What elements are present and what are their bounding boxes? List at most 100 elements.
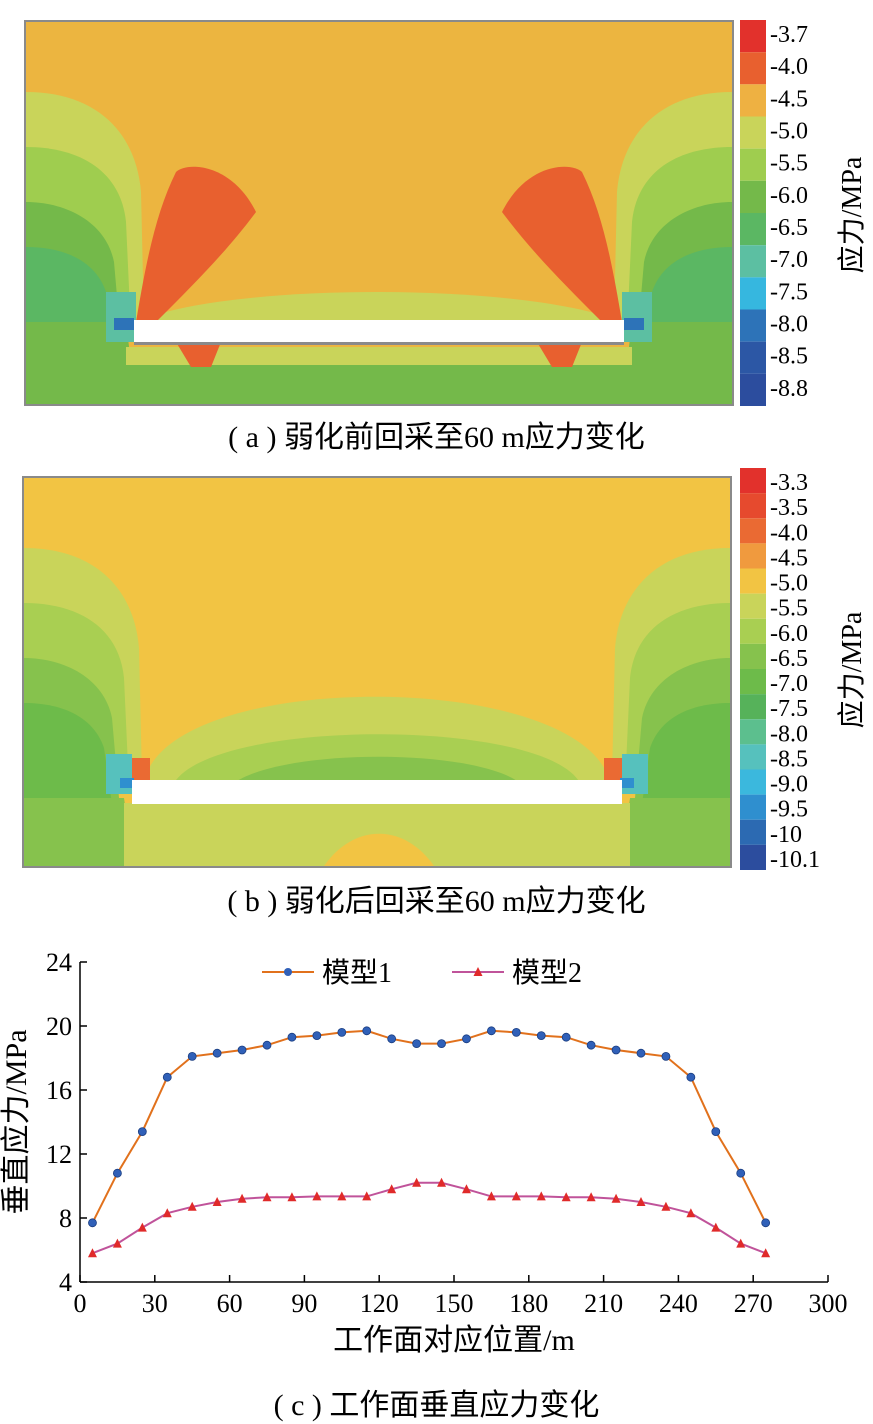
colorbar-b-swatch	[740, 643, 766, 669]
colorbar-b-label: -6.5	[770, 646, 808, 672]
stress-contour-b-map	[24, 478, 730, 866]
series-1-point	[761, 1218, 771, 1228]
series-2-point	[137, 1222, 147, 1232]
series-1-point	[437, 1039, 446, 1048]
series-1-point	[262, 1040, 272, 1050]
series-1-point	[337, 1028, 347, 1037]
colorbar-b-label: -5.5	[770, 596, 808, 622]
x-tick-label: 90	[291, 1289, 317, 1318]
y-tick-label: 12	[46, 1140, 72, 1169]
colorbar-a-swatch	[740, 277, 766, 310]
series-1-point	[362, 1026, 372, 1036]
series-1-point	[661, 1052, 671, 1061]
colorbar-a-label: -4.0	[770, 54, 808, 80]
colorbar-b-title: 应力/MPa	[837, 611, 868, 729]
x-tick-label: 300	[809, 1289, 848, 1318]
colorbar-a: -3.7 -4.0 -4.5 -5.0 -5.5 -6.0 -6.5 -7.0 -7.5 -8.0…	[738, 20, 873, 406]
colorbar-b-label: -6.0	[770, 621, 808, 647]
series-1-point	[387, 1034, 397, 1044]
colorbar-a-label: -6.5	[770, 215, 808, 241]
colorbar-a-swatch	[740, 213, 766, 246]
colorbar-b-label: -4.5	[770, 545, 808, 571]
colorbar-a-label: -5.0	[770, 119, 808, 145]
x-tick-label: 60	[217, 1289, 243, 1318]
colorbar-b-label: -9.5	[770, 797, 808, 823]
colorbar-a-label: -4.5	[770, 86, 808, 112]
series-1-point	[412, 1039, 422, 1048]
colorbar-a-swatch	[740, 309, 766, 342]
stress-contour-b	[22, 476, 732, 868]
colorbar-b-label: -3.3	[770, 470, 808, 496]
legend-marker-2	[473, 967, 483, 976]
series-1-point	[237, 1045, 247, 1055]
series-2-point	[387, 1184, 397, 1194]
colorbar-b-svg: -3.3-3.5-4.0-4.5-5.0-5.5-6.0-6.5-7.0-7.5…	[740, 468, 820, 873]
series-2-point	[461, 1184, 471, 1194]
series-2-point	[312, 1191, 322, 1201]
series-1-point	[312, 1031, 322, 1040]
colorbar-b-swatch	[740, 794, 766, 820]
series-2-point	[486, 1191, 496, 1201]
y-tick-label: 24	[46, 948, 72, 977]
series-2-point	[561, 1192, 571, 1202]
series-2-point	[736, 1238, 746, 1248]
colorbar-a-swatch	[740, 20, 766, 53]
colorbar-b-swatch	[740, 819, 766, 845]
caption-b: ( b ) 弱化后回采至60 m应力变化	[227, 885, 646, 918]
series-1-point	[162, 1072, 172, 1082]
colorbar-a-title: 应力/MPa	[837, 156, 868, 274]
colorbar-a-swatch	[740, 180, 766, 213]
series-2-point	[287, 1192, 297, 1202]
series-1-point	[586, 1040, 596, 1050]
series-1-point	[113, 1168, 122, 1178]
colorbar-b-swatch	[740, 543, 766, 569]
legend-marker-1	[284, 968, 292, 976]
series-2-point	[337, 1191, 347, 1201]
colorbar-b-swatch	[740, 669, 766, 695]
colorbar-b-swatch	[740, 744, 766, 770]
series-2-point	[636, 1197, 646, 1206]
colorbar-b-label: -9.0	[770, 772, 808, 798]
colorbar-a-swatch	[740, 84, 766, 117]
colorbar-a-swatch	[740, 52, 766, 85]
series-2-point	[87, 1248, 97, 1258]
colorbar-a-svg: -3.7 -4.0 -4.5 -5.0 -5.5 -6.0 -6.5 -7.0 -7.5 -8.0…	[740, 20, 808, 406]
x-tick-label: 30	[142, 1289, 168, 1318]
series-2-point	[212, 1197, 222, 1206]
colorbar-b-label: -5.0	[770, 571, 808, 597]
series-2-point	[362, 1191, 372, 1201]
legend-label-1: 模型1	[322, 957, 392, 989]
x-tick-label: 270	[734, 1289, 773, 1318]
series-1-point	[711, 1127, 721, 1137]
colorbar-b-label: -4.0	[770, 520, 808, 546]
series-1-point	[187, 1052, 197, 1061]
colorbar-a-label: -6.0	[770, 183, 808, 209]
y-tick-label: 8	[59, 1204, 72, 1233]
stress-contour-a-map	[26, 22, 732, 404]
series-2-point	[412, 1177, 422, 1187]
colorbar-b-swatch	[740, 618, 766, 644]
colorbar-b-swatch	[740, 468, 766, 494]
series-2-point	[162, 1208, 172, 1218]
series-1-point	[611, 1045, 621, 1055]
series-2-point	[262, 1192, 272, 1202]
series-1-point	[561, 1032, 571, 1042]
series-1-point	[736, 1168, 746, 1178]
colorbar-a-swatch	[740, 245, 766, 278]
series-2-point	[611, 1193, 621, 1203]
x-tick-label: 150	[435, 1289, 474, 1318]
series-2-point	[511, 1191, 521, 1201]
series-line-2	[92, 1181, 767, 1255]
x-axis-label: 工作面对应位置/m	[333, 1324, 575, 1357]
series-2-point	[112, 1238, 122, 1248]
series-1-point	[511, 1028, 521, 1037]
x-tick-label: 0	[74, 1289, 87, 1318]
colorbar-b-swatch	[740, 493, 766, 519]
colorbar-b-label: -10	[770, 822, 802, 848]
y-tick-label: 4	[59, 1268, 72, 1297]
series-2-point	[187, 1201, 197, 1211]
x-tick-label: 210	[584, 1289, 623, 1318]
series-2-point	[761, 1248, 771, 1258]
series-2-point	[686, 1208, 696, 1218]
